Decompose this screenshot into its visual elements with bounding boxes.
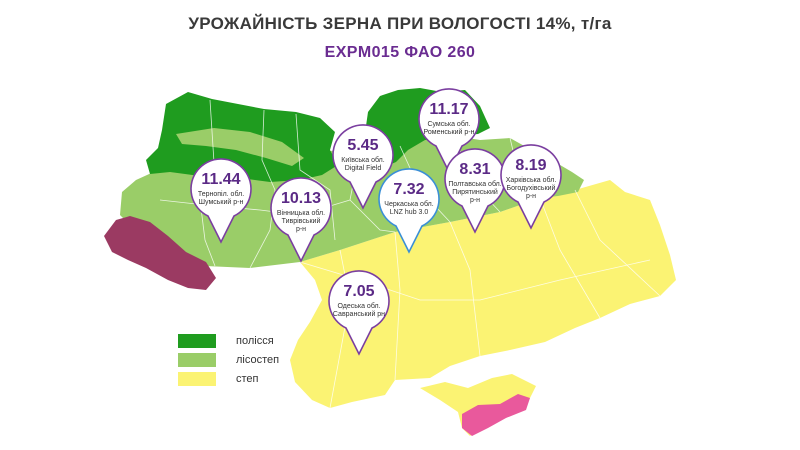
pin-marker-icon [190,158,252,244]
legend-label: полісся [236,335,274,347]
pin-ternopil[interactable]: 11.44 Тернопіл. обл. Шумський р-н [188,158,254,244]
pin-label: Одеська обл. Савранський рн [332,303,386,318]
legend-label: лісостеп [236,354,280,366]
pin-marker-icon [270,177,332,263]
pin-value: 7.32 [393,181,425,198]
pin-value: 11.44 [201,171,241,188]
pin-marker-icon [378,168,440,254]
pin-label: Черкаська обл. LNZ hub 3.0 [384,201,434,216]
zone-crimea-mountains [462,394,530,436]
pin-value: 11.17 [429,101,469,118]
pin-marker-icon [328,270,390,356]
legend-item-polissia: полісся [178,334,318,348]
pin-cherkasy[interactable]: 7.32 Черкаська обл. LNZ hub 3.0 [376,168,442,254]
pin-label: Тернопіл. обл. Шумський р-н [197,191,245,206]
legend-swatch [178,334,216,348]
zone-carpathians [104,216,216,290]
legend-label: степ [236,373,259,385]
pin-marker-icon [332,124,394,210]
pin-label: Вінницька обл. Тиврівський р-н [276,210,326,233]
pin-marker-icon [418,88,480,174]
pin-label: Харківська обл. Богодухівський р-н [505,177,557,200]
pin-value: 5.45 [347,137,379,154]
pin-label: Київська обл. Digital Field [341,157,385,172]
pin-kharkiv[interactable]: 8.19 Харківська обл. Богодухівський р-н [498,144,564,230]
pin-value: 8.19 [515,157,547,174]
legend-swatch [178,372,216,386]
zone-polissia-light-patch [176,128,304,166]
pin-value: 8.31 [459,161,491,178]
legend-item-step: степ [178,372,318,386]
pin-value: 7.05 [343,283,375,300]
legend-swatch [178,353,216,367]
pin-label: Полтавська обл. Пирятинський р-н [448,181,502,204]
pin-label: Сумська обл. Роменський р-н [423,121,475,136]
pin-marker-icon [500,144,562,230]
pin-vinnytsia[interactable]: 10.13 Вінницька обл. Тиврівський р-н [268,177,334,263]
pin-value: 10.13 [280,190,322,207]
pin-poltava[interactable]: 8.31 Полтавська обл. Пирятинський р-н [442,148,508,234]
zone-step [290,180,676,408]
pin-odesa[interactable]: 7.05 Одеська обл. Савранський рн [326,270,392,356]
legend-item-lisostep: лісостеп [178,353,318,367]
pin-kyiv[interactable]: 5.45 Київська обл. Digital Field [330,124,396,210]
pin-sumy[interactable]: 11.17 Сумська обл. Роменський р-н [416,88,482,174]
map-subtitle: EXPM015 ФАО 260 [324,44,476,61]
pin-marker-icon [444,148,506,234]
map-title: УРОЖАЙНІСТЬ ЗЕРНА ПРИ ВОЛОГОСТІ 14%, т/г… [188,14,612,33]
